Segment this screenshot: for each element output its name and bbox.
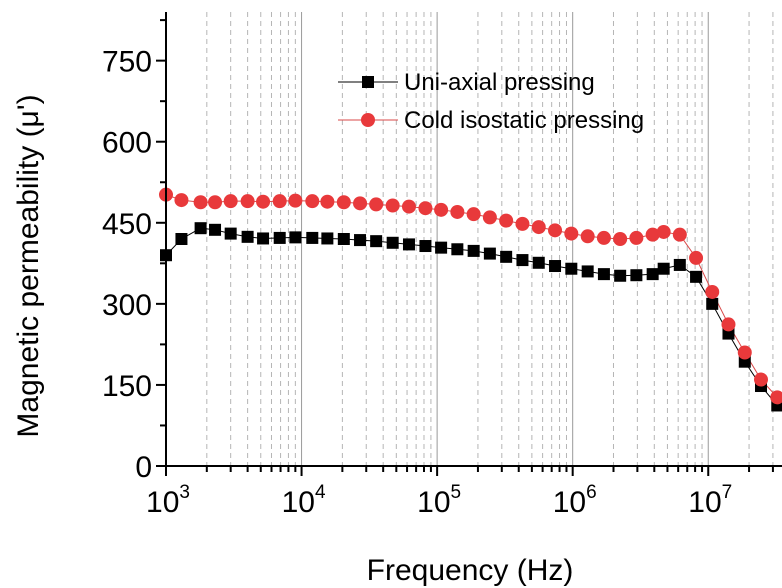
data-point-square bbox=[321, 232, 334, 245]
data-point-square bbox=[565, 262, 578, 275]
data-point-square bbox=[467, 244, 480, 257]
data-point-square bbox=[370, 235, 383, 248]
data-point-square bbox=[435, 241, 448, 254]
x-axis-title: Frequency (Hz) bbox=[367, 554, 574, 587]
y-tick-label: 150 bbox=[102, 370, 152, 403]
x-tick-label: 105 bbox=[417, 482, 461, 519]
x-tick-label: 103 bbox=[146, 482, 190, 519]
data-point-square bbox=[516, 254, 529, 267]
data-point-square bbox=[289, 231, 302, 244]
data-point-circle bbox=[369, 197, 384, 212]
data-point-circle bbox=[320, 194, 335, 209]
data-point-square bbox=[354, 234, 367, 247]
series-lines bbox=[165, 194, 778, 406]
data-point-circle bbox=[208, 195, 223, 210]
data-point-square bbox=[257, 232, 270, 245]
data-point-circle bbox=[223, 194, 238, 209]
legend-label-1: Uni-axial pressing bbox=[404, 69, 595, 96]
data-point-square bbox=[630, 269, 643, 282]
x-tick-label: 107 bbox=[688, 482, 732, 519]
y-tick-label: 750 bbox=[102, 46, 152, 79]
data-point-square bbox=[209, 223, 222, 236]
data-point-circle bbox=[288, 193, 303, 208]
data-point-square bbox=[614, 269, 627, 282]
data-point-circle bbox=[336, 195, 351, 210]
data-point-circle bbox=[770, 390, 782, 405]
y-tick-label: 300 bbox=[102, 289, 152, 322]
data-point-square bbox=[386, 236, 399, 249]
data-point-square bbox=[673, 258, 686, 271]
data-point-square bbox=[500, 250, 513, 263]
data-point-circle bbox=[580, 229, 595, 244]
data-point-circle bbox=[754, 372, 769, 387]
data-point-circle bbox=[401, 199, 416, 214]
data-point-circle bbox=[305, 194, 320, 209]
data-point-square bbox=[657, 262, 670, 275]
y-tick-label: 0 bbox=[135, 451, 152, 484]
data-point-circle bbox=[256, 194, 271, 209]
data-point-circle bbox=[564, 226, 579, 241]
data-point-circle bbox=[672, 227, 687, 242]
legend-marker-circle bbox=[361, 113, 375, 127]
data-point-circle bbox=[737, 345, 752, 360]
axes bbox=[156, 12, 782, 476]
data-point-circle bbox=[689, 250, 704, 265]
data-point-circle bbox=[656, 224, 671, 239]
data-point-square bbox=[597, 268, 610, 281]
data-point-square bbox=[402, 238, 415, 251]
data-point-square bbox=[419, 240, 432, 253]
legend: Uni-axial pressing Cold isostatic pressin… bbox=[338, 69, 644, 134]
data-point-circle bbox=[272, 194, 287, 209]
data-point-square bbox=[273, 231, 286, 244]
data-point-square bbox=[224, 227, 237, 240]
data-point-circle bbox=[385, 198, 400, 213]
data-point-circle bbox=[434, 202, 449, 217]
data-point-circle bbox=[418, 201, 433, 216]
y-axis-title: Magnetic permeability (μ') bbox=[12, 94, 45, 437]
x-tick-label: 106 bbox=[553, 482, 597, 519]
y-tick-label: 450 bbox=[102, 208, 152, 241]
data-point-circle bbox=[240, 194, 255, 209]
data-point-circle bbox=[515, 216, 530, 231]
data-point-square bbox=[690, 270, 703, 283]
series-line-2 bbox=[165, 194, 778, 398]
legend-marker-square bbox=[362, 76, 374, 88]
x-tick-label: 104 bbox=[282, 482, 326, 519]
data-point-circle bbox=[499, 213, 514, 228]
data-point-circle bbox=[466, 207, 481, 222]
series-markers bbox=[159, 187, 782, 412]
data-point-circle bbox=[482, 210, 497, 225]
legend-label-2: Cold isostatic pressing bbox=[404, 107, 644, 134]
data-point-circle bbox=[353, 196, 368, 211]
data-point-circle bbox=[531, 220, 546, 235]
data-point-circle bbox=[705, 284, 720, 299]
data-point-circle bbox=[174, 193, 189, 208]
data-point-circle bbox=[548, 223, 563, 238]
data-point-circle bbox=[613, 232, 628, 246]
data-point-square bbox=[194, 222, 207, 235]
data-point-square bbox=[483, 247, 496, 260]
data-point-circle bbox=[596, 230, 611, 245]
data-point-circle bbox=[629, 230, 644, 245]
data-point-square bbox=[306, 231, 319, 244]
data-point-square bbox=[337, 233, 350, 245]
data-point-square bbox=[532, 256, 545, 269]
data-point-circle bbox=[193, 195, 208, 210]
data-point-circle bbox=[645, 227, 660, 242]
data-point-square bbox=[451, 243, 464, 256]
data-point-square bbox=[581, 265, 594, 278]
data-point-square bbox=[706, 297, 719, 310]
data-point-square bbox=[175, 233, 188, 245]
data-point-square bbox=[771, 399, 782, 412]
data-point-circle bbox=[721, 317, 736, 332]
data-point-square bbox=[241, 230, 254, 243]
data-point-square bbox=[646, 268, 659, 281]
y-tick-label: 600 bbox=[102, 127, 152, 160]
data-point-circle bbox=[450, 204, 465, 219]
data-point-square bbox=[549, 260, 562, 273]
tick-labels: 0 150 300 450 600 750 103 104 105 106 107 bbox=[102, 46, 732, 519]
